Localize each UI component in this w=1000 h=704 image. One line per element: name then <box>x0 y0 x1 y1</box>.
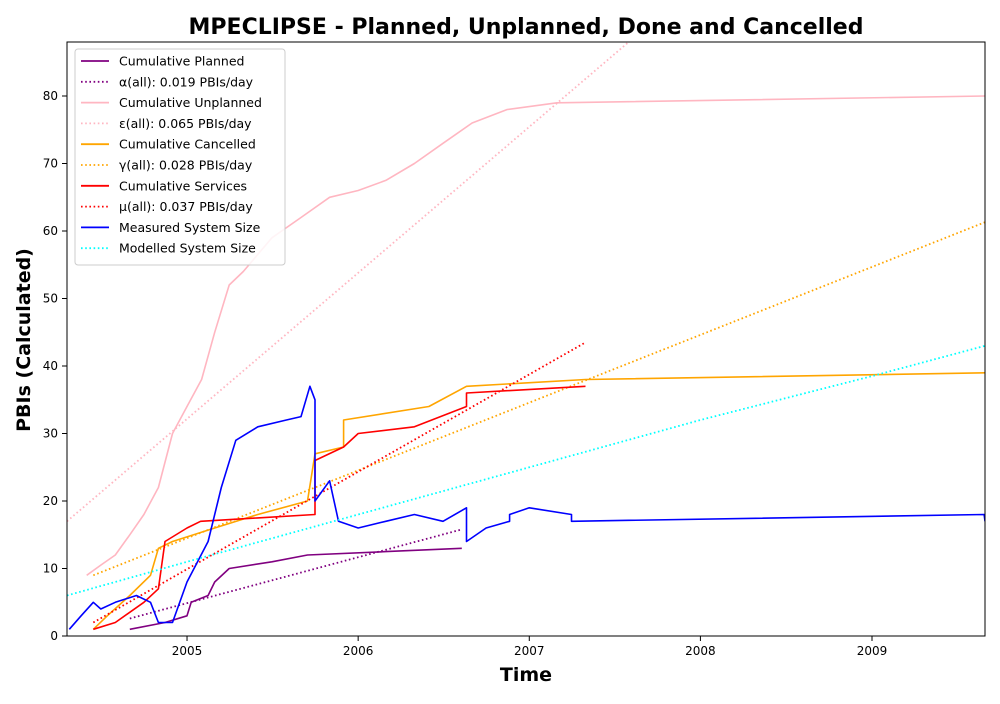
y-tick-label: 40 <box>43 359 58 373</box>
series-line-modelled-system-size-9 <box>67 344 985 597</box>
series-line-cumulative-planned-0 <box>129 547 462 631</box>
y-axis-label: PBIs (Calculated) <box>13 248 35 432</box>
series-line-measured-system-size-8 <box>68 385 985 630</box>
plot-frame <box>66 41 986 637</box>
x-axis-label: Time <box>500 664 552 686</box>
y-tick-label: 70 <box>43 157 58 171</box>
legend-label-0: Cumulative Planned <box>119 54 244 69</box>
legend-label-4: Cumulative Cancelled <box>119 137 256 152</box>
legend-label-1: α(all): 0.019 PBIs/day <box>119 74 254 89</box>
series-line-all-0-028-pbis-day-5 <box>92 221 985 577</box>
y-tick-label: 60 <box>43 224 58 238</box>
x-tick-label: 2008 <box>685 644 716 658</box>
y-tick-label: 80 <box>43 89 58 103</box>
legend-label-6: Cumulative Services <box>119 178 247 193</box>
series-layer <box>67 42 985 631</box>
legend-box <box>74 48 286 266</box>
x-tick-label: 2009 <box>857 644 888 658</box>
series-line-all-0-065-pbis-day-3 <box>67 42 630 522</box>
chart-title: MPECLIPSE - Planned, Unplanned, Done and… <box>189 15 864 40</box>
series-line-cumulative-unplanned-2 <box>86 95 985 576</box>
legend-label-9: Modelled System Size <box>119 241 256 256</box>
y-tick-label: 30 <box>43 427 58 441</box>
legend-label-8: Measured System Size <box>119 220 261 235</box>
series-line-all-0-019-pbis-day-1 <box>129 528 463 620</box>
legend-label-7: μ(all): 0.037 PBIs/day <box>119 199 253 214</box>
legend-label-5: γ(all): 0.028 PBIs/day <box>119 158 253 173</box>
x-tick-label: 2007 <box>514 644 545 658</box>
legend-label-2: Cumulative Unplanned <box>119 95 262 110</box>
x-tick-label: 2005 <box>172 644 203 658</box>
legend-label-3: ε(all): 0.065 PBIs/day <box>119 116 252 131</box>
y-tick-label: 20 <box>43 494 58 508</box>
y-tick-label: 50 <box>43 292 58 306</box>
y-tick-label: 10 <box>43 562 58 576</box>
legend: Cumulative Planned α(all): 0.019 PBIs/day… <box>74 48 286 266</box>
series-line-all-0-037-pbis-day-7 <box>92 341 586 624</box>
series-line-cumulative-cancelled-4 <box>92 372 985 630</box>
y-tick-label: 0 <box>50 629 58 643</box>
series-line-cumulative-services-6 <box>93 385 586 631</box>
axes-layer: 2005 2006 2007 2008 2009 0 10 20 30 40 50 60 70 80 <box>43 41 986 658</box>
x-tick-label: 2006 <box>343 644 374 658</box>
